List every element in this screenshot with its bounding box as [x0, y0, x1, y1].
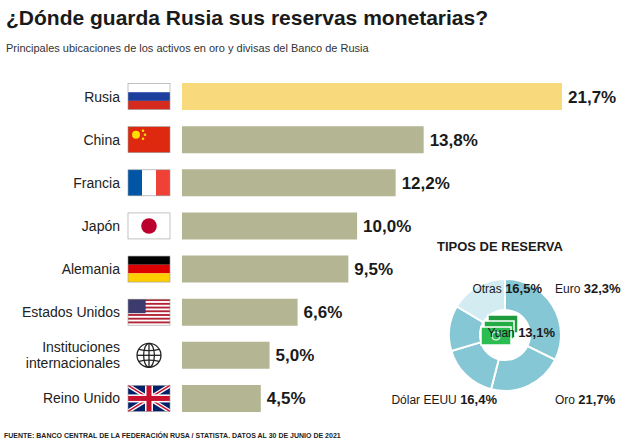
html-text:Dólar EEUU 16,4%: Dólar EEUU 16,4% [391, 392, 497, 407]
svg-text:Institucionesinternacionales: Institucionesinternacionales [26, 339, 120, 371]
svg-text:12,2%: 12,2% [402, 174, 450, 193]
svg-text:5,0%: 5,0% [276, 346, 315, 365]
svg-text:9,5%: 9,5% [354, 260, 393, 279]
svg-text:Reino Unido: Reino Unido [43, 390, 120, 406]
svg-text:21,7%: 21,7% [568, 88, 616, 107]
html-text:Euro 32,3%: Euro 32,3% [555, 281, 621, 296]
svg-text:4,5%: 4,5% [267, 389, 306, 408]
html-text:Principales ubicaciones de los: Principales ubicaciones de los activos e… [6, 42, 369, 54]
html-text:TIPOS DE RESERVA: TIPOS DE RESERVA [437, 239, 563, 254]
svg-text:Rusia: Rusia [84, 89, 120, 105]
svg-text:Francia: Francia [73, 175, 120, 191]
svg-text:Estados Unidos: Estados Unidos [22, 304, 120, 320]
html-text:FUENTE: BANCO CENTRAL DE LA FE: FUENTE: BANCO CENTRAL DE LA FEDERACIÓN R… [4, 432, 341, 439]
html-text:Oro 21,7%: Oro 21,7% [555, 392, 616, 407]
html-text:Yuan 13,1%: Yuan 13,1% [487, 325, 555, 340]
html-text:¿Dónde guarda Rusia sus reserv: ¿Dónde guarda Rusia sus reservas monetar… [6, 6, 488, 29]
svg-text:10,0%: 10,0% [363, 217, 411, 236]
svg-text:6,6%: 6,6% [304, 303, 343, 322]
html-text:Otras 16,5%: Otras 16,5% [472, 281, 542, 296]
svg-text:13,8%: 13,8% [430, 131, 478, 150]
svg-text:Japón: Japón [82, 218, 120, 234]
svg-text:China: China [83, 132, 120, 148]
svg-text:Alemania: Alemania [62, 261, 121, 277]
